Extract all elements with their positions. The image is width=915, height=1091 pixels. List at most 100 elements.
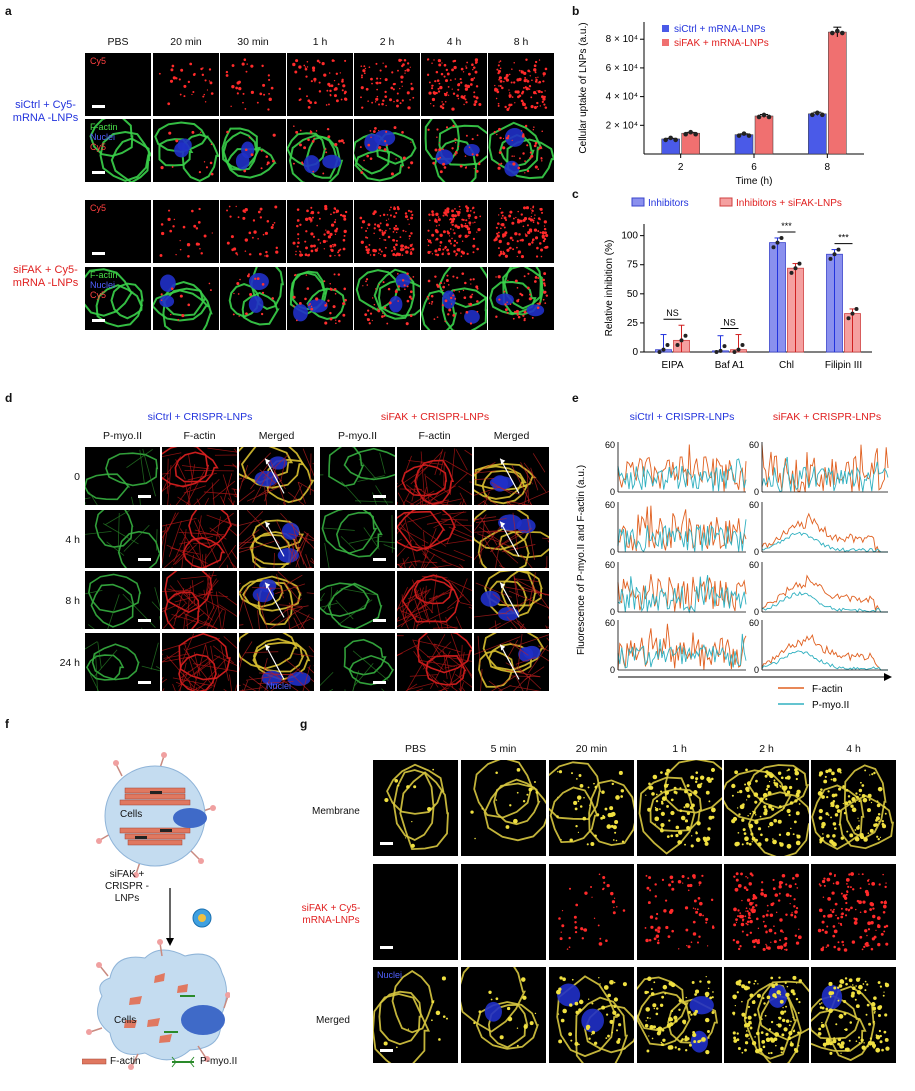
membrane-micrograph [724, 760, 809, 856]
line-scan-arrow [264, 582, 285, 618]
nuclei-channel-label: Nuclei [90, 132, 116, 142]
arrowhead [500, 458, 506, 465]
merged-micrograph [239, 633, 314, 691]
panel-g-column-header: 5 min [490, 743, 517, 755]
line-scan-plot [761, 633, 888, 671]
panel-d-row-label: 4 h [65, 534, 80, 546]
panel-f-treatment-label: siFAK + CRISPR -LNPs [105, 869, 149, 904]
data-point [836, 247, 841, 252]
line-scan-arrow [264, 521, 285, 557]
data-point [665, 343, 670, 348]
bar [828, 31, 847, 155]
data-point [789, 270, 794, 275]
merged-micrograph [239, 571, 314, 629]
panel-d-row-label: 24 h [59, 657, 80, 669]
pmyo-trace [617, 633, 747, 669]
scale-bar [373, 495, 386, 498]
data-point [779, 235, 784, 240]
line-scan-arrow [499, 521, 520, 557]
panel-g-column-header: 4 h [846, 743, 861, 755]
panel-letter-f: f [5, 717, 9, 731]
significance-label: NS [666, 308, 679, 318]
nuclei-channel-label: Nuclei [90, 280, 116, 290]
x-tick-label: Baf A1 [715, 360, 745, 371]
panel-a-group2-label: siFAK + Cy5-mRNA -LNPs [12, 264, 79, 289]
panel-a-column-header: 8 h [513, 36, 529, 48]
y-tick-label: 60 [605, 560, 615, 570]
cy5-micrograph [549, 864, 634, 960]
merged-micrograph [287, 267, 353, 330]
data-point [693, 131, 698, 137]
cy5-micrograph [153, 53, 219, 116]
panel-e-group2-label: siFAK + CRISPR-LNPs [772, 411, 882, 423]
cy5-micrograph [421, 53, 487, 116]
y-tick-label: 60 [749, 618, 759, 628]
x-tick-label: 6 [751, 162, 757, 173]
panel-f-cells-bottom-label: Cells [114, 1015, 137, 1026]
merged-micrograph [220, 119, 286, 182]
factin-trace [761, 444, 889, 493]
panel-a-column-header: 20 min [170, 36, 202, 48]
cy5-micrograph [488, 200, 554, 263]
panel-g-row3-label: Merged [316, 1015, 350, 1026]
panel-g-column-header: 1 h [672, 743, 687, 755]
data-point [775, 240, 780, 245]
panel-d-group2-label: siFAK + CRISPR-LNPs [380, 411, 490, 423]
panel-a-group1-label: siCtrl + Cy5-mRNA -LNPs [12, 99, 79, 124]
scale-bar [373, 681, 386, 684]
merged-micrograph [474, 447, 549, 505]
y-tick-label: 0 [610, 547, 615, 557]
line-scan-arrow [264, 644, 285, 680]
y-tick-label: 100 [621, 231, 638, 242]
scale-bar [138, 558, 151, 561]
data-point [679, 338, 684, 343]
merged-micrograph [287, 119, 353, 182]
merged-micrograph [239, 447, 314, 505]
merged-micrograph [549, 967, 634, 1063]
data-point [771, 245, 776, 250]
y-tick-label: 75 [627, 260, 639, 271]
merged-micrograph [421, 119, 487, 182]
panel-d-row-label: 0 [74, 471, 80, 483]
factin-micrograph [397, 510, 472, 568]
data-point [673, 137, 678, 143]
arrowhead [500, 521, 506, 528]
pmyo-trace [617, 575, 747, 614]
panel-a-column-header: 4 h [446, 36, 462, 48]
merged-micrograph [724, 967, 809, 1063]
merged-micrograph [474, 571, 549, 629]
legend-swatch [719, 197, 733, 207]
merged-micrograph [474, 633, 549, 691]
arrowhead [265, 644, 271, 651]
line-scan-plot [617, 505, 747, 553]
merged-micrograph [153, 119, 219, 182]
panel-a-column-header: PBS [107, 36, 129, 48]
data-point [793, 266, 798, 271]
y-tick-label: 60 [605, 618, 615, 628]
cy5-micrograph [724, 864, 809, 960]
membrane-micrograph [549, 760, 634, 856]
scale-bar [92, 319, 105, 322]
data-point [854, 306, 859, 311]
y-tick-label: 60 [749, 500, 759, 510]
data-point [810, 112, 815, 118]
panel-d-column-header: F-actin [418, 430, 451, 442]
x-tick-label: Chl [779, 360, 794, 371]
x-tick-label: 2 [678, 162, 684, 173]
merged-micrograph [421, 267, 487, 330]
x-axis-title: Time (h) [736, 176, 773, 187]
significance-label: NS [723, 318, 736, 328]
data-point [732, 350, 737, 354]
data-point [766, 114, 772, 120]
x-tick-label: 8 [825, 162, 831, 173]
line-scan-arrow [499, 458, 520, 494]
cy5-channel-label: Cy5 [90, 203, 107, 213]
panel-f-legend-factin: F-actin [110, 1056, 141, 1067]
factin-micrograph [397, 633, 472, 691]
data-point [683, 333, 688, 338]
merged-micrograph [811, 967, 896, 1063]
scale-bar [373, 619, 386, 622]
data-point [840, 30, 845, 36]
nuclei-channel-label: Nuclei [377, 970, 403, 980]
